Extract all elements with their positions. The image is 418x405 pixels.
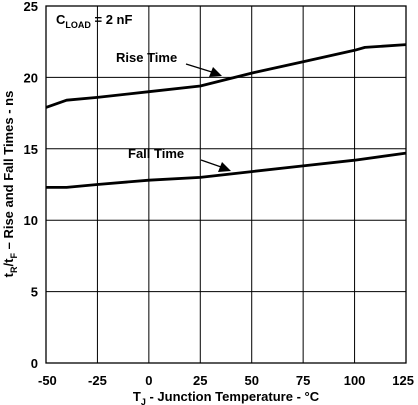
y-tick-label: 25 xyxy=(24,0,38,14)
x-tick-label: -50 xyxy=(38,373,57,388)
x-tick-label: 50 xyxy=(244,373,258,388)
y-tick-label: 20 xyxy=(24,70,38,85)
rise-time-line xyxy=(45,43,407,109)
x-tick-label: 25 xyxy=(193,373,207,388)
rise-time-arrowhead xyxy=(209,67,222,77)
x-axis-label: TJ - Junction Temperature - °C xyxy=(133,389,320,405)
x-tick-labels: -50 -25 0 25 50 75 100 125 xyxy=(38,373,414,388)
x-tick-label: 0 xyxy=(145,373,152,388)
x-tick-label: 125 xyxy=(392,373,414,388)
rise-time-arrow xyxy=(185,63,216,74)
fall-time-label: Fall Time xyxy=(128,146,184,161)
series-lines xyxy=(45,43,407,189)
rise-time-label: Rise Time xyxy=(116,50,177,65)
y-tick-label: 0 xyxy=(31,356,38,371)
x-tick-label: 75 xyxy=(296,373,310,388)
x-tick-label: 100 xyxy=(344,373,366,388)
y-tick-labels: 0 5 10 15 20 25 xyxy=(24,0,38,371)
y-tick-label: 15 xyxy=(24,142,38,157)
y-tick-label: 10 xyxy=(24,213,38,228)
x-tick-label: -25 xyxy=(88,373,107,388)
y-tick-label: 5 xyxy=(31,285,38,300)
plot-frame xyxy=(45,5,407,364)
fall-time-line xyxy=(46,151,407,189)
y-axis-label: tR/tF – Rise and Fall Times - ns xyxy=(1,91,19,278)
condition-label: CLOAD = 2 nF xyxy=(56,12,132,30)
fall-time-arrowhead xyxy=(218,162,231,172)
